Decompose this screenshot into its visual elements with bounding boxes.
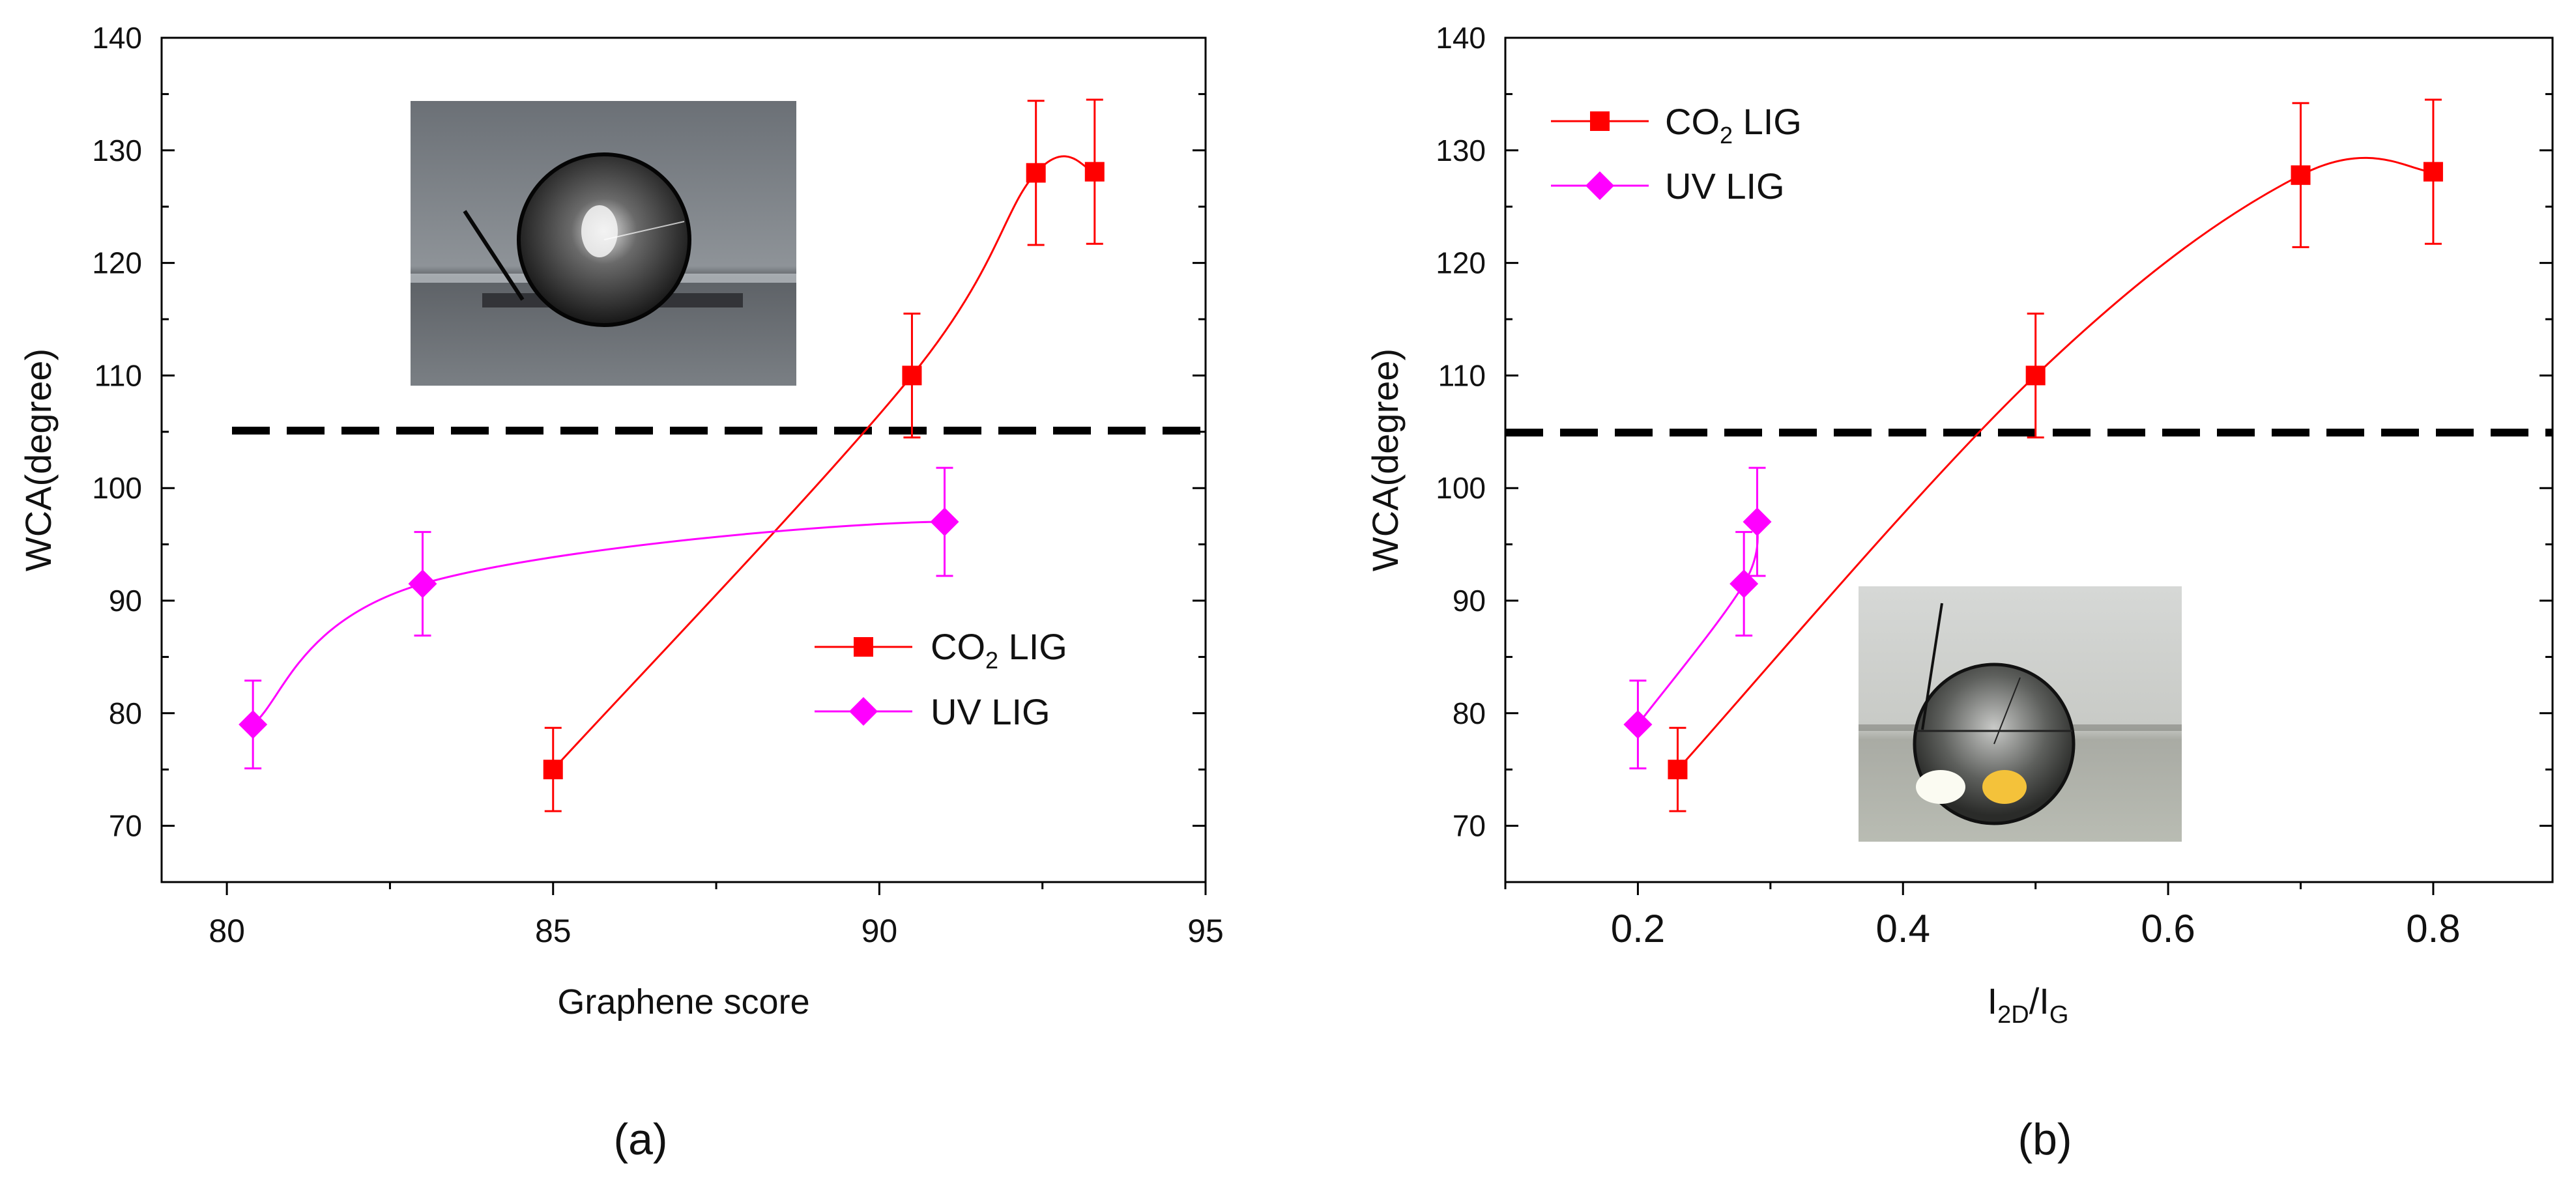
x-axis-a: 80 85 90 95	[209, 882, 1224, 949]
panel-a: 70 80 90 100 110 120 130 140 80 85 90 95 CO2 LIG U…	[18, 21, 1224, 1164]
y-tick-label-a: 70	[109, 809, 142, 843]
y-tick-label-a: 100	[92, 471, 142, 505]
y-tick-label-a: 140	[92, 21, 142, 55]
x-tick-label-a: 90	[861, 913, 898, 949]
inset-photo-droplet-a	[411, 101, 796, 386]
y-tick-label-b: 80	[1453, 696, 1486, 730]
series-line-uv-a	[252, 521, 945, 726]
legend-label-co2-b: CO2 LIG	[1665, 101, 1802, 149]
data-point-co2-a	[902, 365, 922, 386]
y-axis-label-a: WCA(degree)	[18, 349, 59, 571]
plot-area-b	[1623, 98, 2443, 812]
data-point-uv-a	[239, 710, 268, 739]
series-line-uv-b	[1637, 521, 1759, 726]
y-tick-label-a: 130	[92, 134, 142, 167]
data-point-uv-b	[1729, 569, 1759, 599]
x-axis-label-a: Graphene score	[557, 982, 809, 1021]
legend-label-uv-a: UV LIG	[931, 691, 1050, 732]
y-tick-label-a: 120	[92, 246, 142, 280]
data-point-uv-b	[1743, 507, 1772, 537]
y-tick-label-a: 90	[109, 584, 142, 618]
y-tick-label-b: 110	[1438, 358, 1486, 392]
series-line-co2-a	[552, 155, 1095, 771]
y-tick-label-a: 80	[109, 696, 142, 730]
data-point-co2-b	[2025, 365, 2046, 386]
data-point-co2-a	[1026, 163, 1046, 183]
x-tick-label-a: 80	[209, 913, 245, 949]
panel-label-b: (b)	[2018, 1115, 2072, 1164]
y-tick-label-b: 70	[1453, 809, 1486, 843]
data-point-co2-b	[2291, 165, 2311, 185]
panel-b: 70 80 90 100 110 120 130 140 0.2 0.4 0.6 0.8 CO2 L…	[1365, 21, 2554, 1164]
data-point-uv-a	[408, 569, 437, 599]
y-tick-label-b: 90	[1453, 584, 1486, 618]
y-tick-label-b: 100	[1436, 471, 1486, 505]
x-tick-label-b: 0.2	[1611, 907, 1665, 950]
x-tick-label-b: 0.4	[1876, 907, 1930, 950]
plot-frame-a	[160, 36, 1207, 883]
y-tick-label-b: 120	[1436, 246, 1486, 280]
data-point-uv-a	[930, 507, 959, 537]
data-point-co2-a	[543, 760, 563, 780]
y-tick-label-b: 140	[1436, 21, 1486, 55]
x-tick-label-a: 95	[1187, 913, 1224, 949]
plot-frame-b	[1504, 36, 2554, 883]
data-point-co2-a	[1084, 162, 1105, 182]
legend-label-co2-a: CO2 LIG	[931, 626, 1067, 674]
y-axis-b: 70 80 90 100 110 120 130 140	[1436, 21, 2553, 843]
y-tick-label-a: 110	[94, 358, 142, 392]
data-point-uv-b	[1623, 710, 1653, 739]
y-axis-label-b: WCA(degree)	[1365, 349, 1406, 571]
panel-label-a: (a)	[613, 1115, 667, 1164]
legend-b: CO2 LIG UV LIG	[1551, 101, 1802, 207]
y-axis-a: 70 80 90 100 110 120 130 140	[92, 21, 1206, 843]
data-point-co2-b	[2423, 162, 2443, 182]
series-line-co2-b	[1677, 156, 2433, 771]
inset-photo-droplet-b	[1859, 586, 2182, 842]
plot-area-a	[239, 98, 1105, 812]
data-point-co2-b	[1668, 760, 1688, 780]
x-axis-label-b: I2D/IG	[1988, 980, 2069, 1029]
y-tick-label-b: 130	[1436, 134, 1486, 167]
legend-a: CO2 LIG UV LIG	[815, 626, 1067, 732]
x-tick-label-b: 0.8	[2406, 907, 2460, 950]
x-axis-b: 0.2 0.4 0.6 0.8	[1504, 882, 2461, 950]
legend-label-uv-b: UV LIG	[1665, 165, 1785, 207]
x-tick-label-b: 0.6	[2141, 907, 2195, 950]
x-tick-label-a: 85	[535, 913, 572, 949]
